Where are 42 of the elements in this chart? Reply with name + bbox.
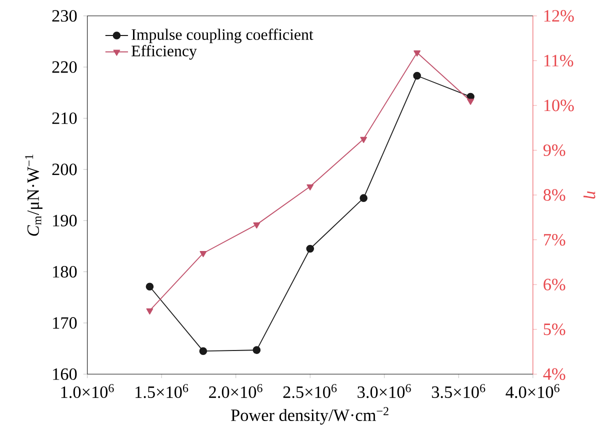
x-tick-label: 1.0×10$^{6}$: [61, 384, 114, 398]
x-tick-label: 2.0×10$^{6}$: [209, 384, 262, 398]
x-tick-label: 4.0×10$^{6}$: [506, 384, 560, 398]
y2-tick-label: 4%: [543, 368, 566, 380]
x-tick-label: 2.5×10$^{6}$: [283, 384, 337, 398]
y2-tick-label: 10%: [544, 100, 574, 112]
point: [146, 308, 154, 315]
point: [200, 251, 207, 258]
point: [414, 50, 421, 57]
y-tick-label: 220: [52, 61, 77, 74]
legend-label: Impulse coupling coefficient: [132, 28, 314, 44]
y-tick-label: 160: [53, 368, 77, 380]
point: [252, 346, 261, 354]
point: [413, 72, 421, 80]
y2-tick-label: 5%: [544, 324, 566, 336]
y2-tick-label: 11%: [544, 55, 574, 67]
point: [360, 194, 368, 202]
y2-tick-label: 6%: [544, 278, 566, 291]
y-tick-label: 180: [53, 266, 77, 278]
point: [253, 222, 260, 229]
point: [306, 245, 314, 253]
y-tick-label: 210: [52, 112, 77, 124]
y2-tick-label: 9%: [543, 144, 566, 156]
point: [199, 347, 208, 356]
x-axis-title: Power density/W·cm$^{−2}$: [231, 407, 388, 425]
y-axis-title: C$_{m}$/μN·W$^{−1}$: [25, 154, 42, 236]
x-tick-label: 3.5×10$^{6}$: [432, 384, 486, 398]
y2-tick-label: 8%: [544, 189, 566, 202]
y-tick-label: 230: [52, 10, 77, 22]
y2-axis-title: η: [583, 192, 596, 199]
y2-tick-label: 7%: [544, 234, 566, 246]
y-tick-label: 170: [53, 317, 77, 329]
x-tick-label: 1.5×10$^{6}$: [136, 384, 188, 398]
point: [306, 184, 314, 191]
y-tick-label: 200: [52, 164, 77, 176]
point: [360, 137, 368, 144]
y-tick-label: 190: [53, 214, 77, 227]
point: [467, 98, 474, 106]
legend-label: Efficiency: [132, 45, 197, 60]
x-tick-label: 3.0×10$^{6}$: [358, 384, 411, 398]
y2-tick-label: 12%: [544, 10, 574, 22]
point: [146, 282, 154, 291]
